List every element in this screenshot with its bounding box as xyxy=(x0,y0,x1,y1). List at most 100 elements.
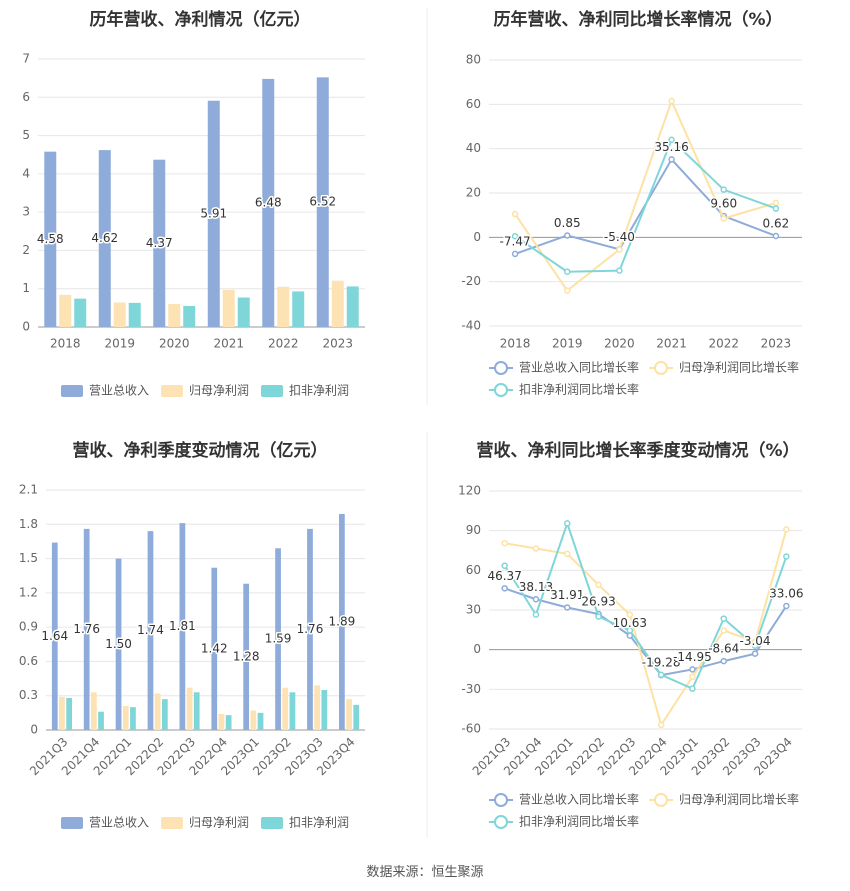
data-point xyxy=(751,650,759,657)
y-tick-label: 60 xyxy=(466,563,481,577)
data-label: 1.59 xyxy=(265,632,292,646)
bar xyxy=(275,548,281,730)
bar xyxy=(289,692,296,730)
legend-marker xyxy=(654,361,668,375)
x-tick-label: 2023 xyxy=(322,337,353,351)
bar xyxy=(154,693,161,730)
data-point xyxy=(783,602,790,610)
y-tick-label: 0 xyxy=(22,320,30,334)
bar xyxy=(83,528,90,730)
bar xyxy=(262,78,275,327)
chart-3: 营收、净利季度变动情况（亿元）00.30.60.91.21.51.82.1202… xyxy=(19,440,365,830)
x-tick-label: 2018 xyxy=(500,337,531,351)
data-label: 1.64 xyxy=(41,629,68,643)
y-tick-label: 2 xyxy=(22,243,30,257)
bar xyxy=(115,558,122,730)
y-tick-label: 90 xyxy=(466,523,481,537)
series-line xyxy=(504,587,788,677)
data-point xyxy=(772,205,780,212)
bar xyxy=(316,77,329,328)
bar xyxy=(193,692,200,730)
legend-item: 营业总收入同比增长率 xyxy=(489,792,639,807)
data-label: 1.50 xyxy=(105,637,132,651)
y-tick-label: -20 xyxy=(461,274,481,288)
x-tick-label: 2022 xyxy=(268,337,299,351)
bar xyxy=(147,531,154,730)
data-label: 1.42 xyxy=(201,641,228,655)
x-tick-label: 2023 xyxy=(761,337,792,351)
bar xyxy=(168,304,181,327)
chart-title: 营收、净利同比增长率季度变动情况（%） xyxy=(476,440,799,461)
data-label: 26.93 xyxy=(581,595,615,609)
data-point xyxy=(511,232,519,240)
data-point xyxy=(720,215,727,222)
legend-swatch xyxy=(261,817,283,829)
y-tick-label: 1.5 xyxy=(19,551,38,565)
data-point xyxy=(532,596,540,603)
bar xyxy=(90,692,97,730)
bar xyxy=(321,690,328,730)
data-label: -3.04 xyxy=(740,634,771,648)
bar xyxy=(314,685,321,730)
data-point xyxy=(668,136,675,144)
data-point xyxy=(668,97,675,105)
data-point xyxy=(720,657,727,665)
legend-item: 扣非净利润 xyxy=(261,384,349,398)
x-tick-label: 2020 xyxy=(604,337,635,351)
bar xyxy=(130,707,136,730)
data-label: 9.60 xyxy=(710,197,737,211)
legend-label: 归母净利润同比增长率 xyxy=(679,360,799,375)
bar xyxy=(183,305,196,327)
data-point xyxy=(720,186,727,193)
y-tick-label: 0.3 xyxy=(19,688,38,702)
bar xyxy=(44,151,57,327)
y-tick-label: 1 xyxy=(22,281,30,295)
y-tick-label: 30 xyxy=(466,603,481,617)
legend-item: 归母净利润 xyxy=(161,384,249,398)
legend-swatch xyxy=(61,817,83,829)
legend-marker xyxy=(494,383,508,397)
bar xyxy=(59,294,72,327)
bar xyxy=(292,291,305,327)
bar xyxy=(179,523,186,730)
chart-4: 营收、净利同比增长率季度变动情况（%）-60-3003060901202021Q… xyxy=(458,440,805,829)
data-label: 1.81 xyxy=(169,619,196,633)
bar xyxy=(113,302,126,327)
data-point xyxy=(772,232,780,240)
bar xyxy=(98,150,111,327)
data-label: 6.52 xyxy=(309,195,336,209)
x-tick-label: 2021 xyxy=(213,337,244,351)
series-line xyxy=(514,98,777,292)
bar xyxy=(307,528,313,730)
data-point xyxy=(532,545,540,552)
data-point xyxy=(564,287,571,294)
bar xyxy=(237,297,250,327)
data-point xyxy=(532,611,540,618)
legend-swatch xyxy=(161,385,183,397)
bar xyxy=(346,699,352,730)
data-label: -19.28 xyxy=(642,656,681,670)
bar xyxy=(161,699,168,730)
legend-label: 营业总收入同比增长率 xyxy=(519,360,639,375)
bar xyxy=(250,710,257,730)
data-point xyxy=(564,550,571,558)
legend-label: 归母净利润 xyxy=(189,384,249,398)
data-point xyxy=(564,520,571,527)
data-label: -8.64 xyxy=(708,642,739,656)
data-label: -14.95 xyxy=(673,650,712,664)
legend-item: 营业总收入 xyxy=(61,816,149,830)
x-tick-label: 2020 xyxy=(159,337,190,351)
data-point xyxy=(501,562,508,569)
legend-swatch xyxy=(161,817,183,829)
bar xyxy=(186,687,193,730)
y-tick-label: 0 xyxy=(473,642,481,656)
legend-marker xyxy=(494,793,508,807)
bar xyxy=(59,696,65,730)
y-tick-label: 60 xyxy=(466,97,481,111)
data-label: 0.62 xyxy=(763,216,790,230)
data-point xyxy=(783,553,790,560)
bar xyxy=(277,286,290,327)
data-label: 1.76 xyxy=(297,622,324,636)
data-point xyxy=(616,267,623,274)
